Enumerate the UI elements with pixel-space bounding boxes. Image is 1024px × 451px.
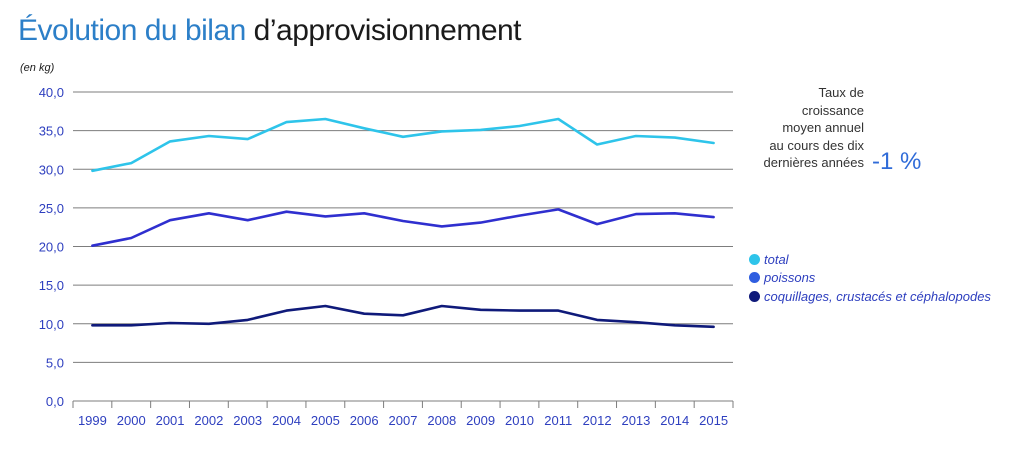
x-tick-label: 2011 [544, 413, 572, 428]
legend-item-poissons: poissons [749, 269, 991, 288]
chart-title-part1: Évolution du bilan [18, 14, 246, 47]
legend-label: coquillages, crustacés et céphalopodes [764, 288, 991, 304]
series-lines [91, 117, 715, 329]
legend-swatch [749, 290, 760, 302]
y-tick-label: 10,0 [39, 317, 64, 332]
y-tick-label: 35,0 [39, 124, 64, 139]
y-unit-label: (en kg) [20, 62, 55, 74]
x-tick-label: 2000 [117, 413, 146, 428]
legend-item-total: total [749, 250, 991, 269]
y-tick-label: 20,0 [39, 240, 64, 255]
series-line-poissons [91, 208, 715, 247]
y-tick-label: 40,0 [39, 85, 64, 100]
x-tick-label: 2004 [272, 413, 301, 428]
x-tick-label: 2008 [427, 413, 456, 428]
x-tick-label: 2015 [699, 413, 728, 428]
x-tick-label: 2006 [350, 413, 379, 428]
x-tick-label: 2007 [389, 413, 418, 428]
chart-title-part2: d’approvisionnement [245, 14, 522, 47]
chart-title: Évolution du bilan d’approvisionnement [18, 14, 522, 48]
legend-item-coquillages: coquillages, crustacés et céphalopodes [749, 287, 991, 306]
growth-label-line: dernières années [763, 155, 864, 170]
y-tick-label: 5,0 [46, 355, 64, 370]
growth-rate-value: -1 % [872, 148, 922, 175]
growth-label-line: moyen annuel [782, 120, 864, 135]
x-tick-label: 2014 [660, 413, 689, 428]
series-line-coquillages [91, 304, 715, 329]
legend-label: total [764, 251, 789, 267]
x-axis-ticks [72, 401, 734, 408]
x-tick-label: 2002 [194, 413, 223, 428]
legend-swatch [749, 272, 760, 284]
x-axis-labels: 1999 2000 2001 2002 2003 2004 2005 2006 2007 2008… [78, 413, 728, 428]
legend-swatch [749, 253, 760, 265]
y-tick-label: 30,0 [39, 162, 64, 177]
x-tick-label: 2005 [311, 413, 340, 428]
gridlines [73, 91, 733, 402]
growth-label-line: croissance [801, 102, 864, 118]
legend-label: poissons [764, 270, 816, 286]
x-tick-label: 2012 [583, 413, 612, 428]
series-line-total [91, 117, 715, 173]
x-tick-label: 1999 [78, 413, 107, 428]
growth-label-line: au cours des dix [769, 137, 864, 153]
y-tick-label: 0,0 [46, 394, 64, 409]
growth-rate-label: Taux de croissance moyen annuel au cours… [740, 84, 864, 172]
y-axis-labels: 0,0 5,0 10,0 15,0 20,0 25,0 30,0 35,0 40,0 [39, 85, 64, 409]
x-tick-label: 2003 [233, 413, 262, 428]
y-tick-label: 15,0 [39, 278, 64, 293]
x-tick-label: 2009 [466, 413, 495, 428]
growth-label-line: Taux de [818, 85, 864, 100]
x-tick-label: 2001 [156, 413, 185, 428]
x-tick-label: 2013 [621, 413, 650, 428]
x-tick-label: 2010 [505, 413, 534, 428]
y-tick-label: 25,0 [39, 201, 64, 216]
legend: total poissons coquillages, crustacés et… [749, 250, 991, 306]
